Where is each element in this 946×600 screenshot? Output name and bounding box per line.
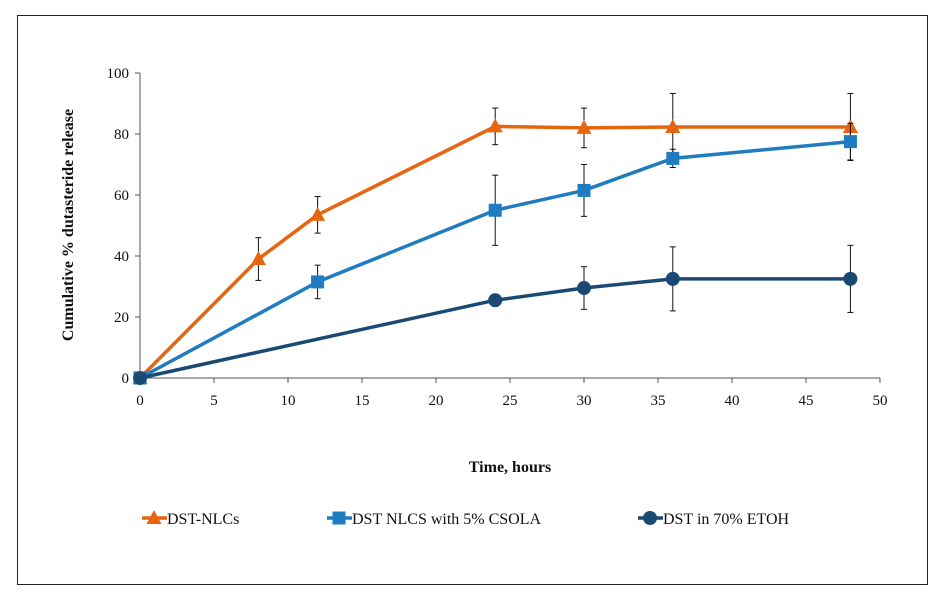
series-3 bbox=[133, 244, 858, 385]
axes bbox=[135, 72, 881, 383]
data-point bbox=[577, 281, 591, 296]
x-tick-label: 25 bbox=[503, 393, 518, 409]
series-line bbox=[139, 139, 851, 380]
y-axis-title: Cumulative % dutasteride release bbox=[60, 109, 77, 341]
legend-label: DST NLCS with 5% CSOLA bbox=[352, 511, 542, 528]
x-tick-label: 5 bbox=[210, 393, 218, 409]
data-point bbox=[133, 371, 147, 385]
legend-marker bbox=[146, 510, 162, 524]
x-tick-label: 45 bbox=[799, 393, 814, 409]
figure-frame bbox=[17, 15, 928, 585]
series-2 bbox=[133, 122, 857, 385]
data-point bbox=[311, 275, 325, 289]
data-point bbox=[665, 271, 680, 286]
data-point bbox=[487, 118, 503, 133]
data-point bbox=[577, 183, 591, 197]
plot-area bbox=[132, 92, 858, 385]
x-tick-label: 10 bbox=[281, 393, 296, 409]
x-axis-title: Time, hours bbox=[469, 459, 551, 476]
x-tick-label: 15 bbox=[355, 393, 370, 409]
data-point bbox=[843, 135, 857, 149]
x-tick-label: 0 bbox=[136, 393, 144, 409]
data-point bbox=[576, 119, 592, 134]
series-line bbox=[138, 124, 851, 380]
data-point bbox=[843, 271, 858, 286]
y-tick-label: 40 bbox=[114, 249, 129, 265]
y-tick-label: 20 bbox=[114, 310, 129, 326]
x-tick-label: 20 bbox=[429, 393, 444, 409]
x-tick-label: 35 bbox=[651, 393, 666, 409]
data-point bbox=[666, 151, 680, 165]
data-point bbox=[310, 206, 326, 221]
y-tick-label: 100 bbox=[107, 66, 130, 82]
x-tick-label: 50 bbox=[873, 393, 888, 409]
x-tick-label: 30 bbox=[577, 393, 592, 409]
y-tick-labels: 0 20 40 60 80 100 bbox=[107, 66, 130, 387]
data-point bbox=[488, 293, 503, 308]
data-point bbox=[488, 203, 502, 217]
y-tick-label: 0 bbox=[122, 371, 130, 387]
data-point bbox=[250, 251, 266, 266]
legend-marker bbox=[332, 511, 346, 525]
legend-label: DST in 70% ETOH bbox=[663, 511, 790, 528]
legend: DST-NLCs DST NLCS with 5% CSOLA DST in 70%… bbox=[142, 510, 790, 528]
legend-label: DST-NLCs bbox=[167, 511, 239, 528]
x-tick-labels: 0 5 10 15 20 25 30 35 40 45 50 bbox=[136, 393, 887, 409]
y-tick-label: 80 bbox=[114, 127, 129, 143]
y-tick-label: 60 bbox=[114, 188, 129, 204]
x-tick-label: 40 bbox=[725, 393, 740, 409]
legend-marker bbox=[643, 511, 657, 525]
data-point bbox=[665, 118, 681, 133]
